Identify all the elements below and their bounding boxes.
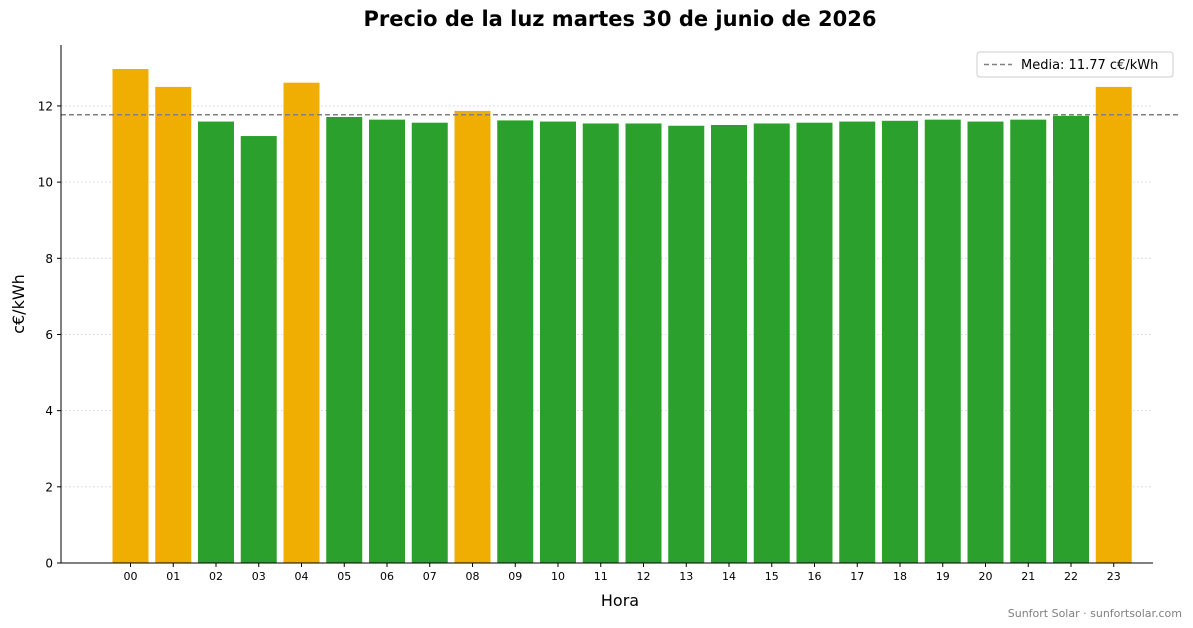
y-tick-label: 12 <box>38 99 53 113</box>
x-tick-label: 01 <box>166 570 180 583</box>
y-tick-label: 8 <box>45 252 53 266</box>
x-tick-label: 00 <box>124 570 138 583</box>
x-tick-label: 22 <box>1064 570 1078 583</box>
bar-hour-21 <box>1010 119 1047 563</box>
bar-hour-22 <box>1053 115 1089 563</box>
x-tick-label: 13 <box>679 570 693 583</box>
legend: Media: 11.77 c€/kWh <box>976 51 1174 78</box>
bar-hour-04 <box>283 82 320 564</box>
x-tick-label: 04 <box>295 570 309 583</box>
bar-hour-00 <box>112 68 149 563</box>
bars <box>112 68 1132 564</box>
x-tick-label: 17 <box>850 570 864 583</box>
bar-hour-08 <box>454 110 491 564</box>
x-tick-label: 19 <box>936 570 950 583</box>
y-ticks: 0 2 4 6 8 10 12 <box>38 99 61 571</box>
x-tick-label: 10 <box>551 570 565 583</box>
x-tick-label: 06 <box>380 570 394 583</box>
y-tick-label: 4 <box>45 404 53 418</box>
x-tick-label: 16 <box>808 570 822 583</box>
bar-hour-14 <box>711 124 747 563</box>
y-axis-label: c€/kWh <box>9 274 28 334</box>
y-tick-label: 0 <box>45 557 53 571</box>
bar-hour-11 <box>582 123 619 563</box>
bar-hour-16 <box>796 122 833 563</box>
y-tick-label: 10 <box>38 176 53 190</box>
legend-label: Media: 11.77 c€/kWh <box>1021 58 1158 73</box>
x-tick-label: 03 <box>252 570 266 583</box>
x-tick-label: 05 <box>337 570 351 583</box>
bar-hour-02 <box>198 121 234 564</box>
x-tick-label: 14 <box>722 570 736 583</box>
bar-hour-03 <box>240 136 277 563</box>
footer-credit: Sunfort Solar · sunfortsolar.com <box>1008 607 1182 620</box>
x-tick-label: 20 <box>979 570 993 583</box>
bar-hour-15 <box>753 123 790 563</box>
x-tick-label: 23 <box>1107 570 1121 583</box>
legend-box <box>976 51 1174 78</box>
bar-hour-10 <box>540 121 576 564</box>
axes <box>60 45 1153 564</box>
bar-hour-06 <box>369 119 405 563</box>
bar-hour-12 <box>625 123 662 563</box>
bar-hour-18 <box>882 120 918 563</box>
x-tick-label: 08 <box>466 570 480 583</box>
bar-hour-05 <box>326 116 363 564</box>
x-tick-label: 11 <box>594 570 608 583</box>
bar-hour-09 <box>497 120 534 563</box>
x-tick-label: 18 <box>893 570 907 583</box>
chart-title: Precio de la luz martes 30 de junio de 2… <box>363 7 876 31</box>
x-tick-label: 07 <box>423 570 437 583</box>
x-tick-label: 02 <box>209 570 223 583</box>
bar-hour-17 <box>839 121 876 564</box>
x-tick-label: 15 <box>765 570 779 583</box>
bar-hour-20 <box>967 121 1004 564</box>
bar-hour-13 <box>668 125 705 563</box>
x-axis-label: Hora <box>601 591 639 610</box>
bar-hour-23 <box>1095 86 1132 563</box>
bar-hour-19 <box>924 119 961 563</box>
bar-hour-01 <box>155 86 192 563</box>
y-tick-label: 6 <box>45 328 53 342</box>
x-tick-label: 21 <box>1021 570 1035 583</box>
x-tick-label: 09 <box>508 570 522 583</box>
x-tick-label: 12 <box>637 570 651 583</box>
y-tick-label: 2 <box>45 480 53 494</box>
bar-hour-07 <box>411 122 448 563</box>
x-ticks: 00 01 02 03 04 05 06 07 08 09 10 11 12 13 14 15 16 17 18 19… <box>124 563 1121 583</box>
